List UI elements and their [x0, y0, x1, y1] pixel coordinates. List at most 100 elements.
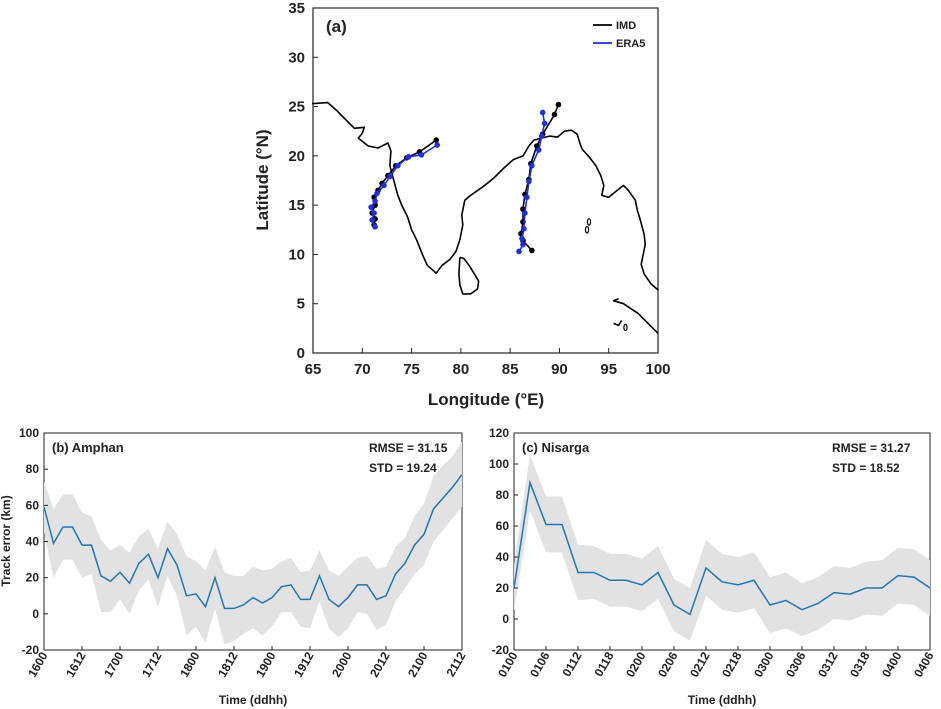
era5-track-point [374, 190, 380, 197]
nisarga-y-tick-label: 0 [502, 612, 509, 626]
nisarga-y-tick-label: 100 [489, 457, 509, 471]
nisarga-rmse-text: RMSE = 31.27 [832, 441, 911, 455]
map-y-tick-label: 30 [288, 49, 305, 66]
amphan-track-error-line [43, 474, 463, 610]
era5-track-point [519, 235, 525, 242]
era5-track-point [372, 224, 378, 230]
amphan-y-tick-label: 20 [26, 571, 40, 585]
amphan-x-tick-label: 1800 [177, 649, 203, 679]
map-x-tick-label: 100 [645, 361, 670, 378]
era5-track-point [394, 162, 401, 169]
nisarga-plot-area [513, 454, 931, 641]
era5-track-point [368, 204, 374, 210]
nisarga-y-tick-label: 80 [496, 488, 510, 502]
map-y-tick-label: 20 [288, 148, 305, 165]
era5-track-point [535, 147, 542, 153]
island-outline [584, 225, 590, 234]
map-y-tick-label: 15 [288, 197, 305, 214]
era5-track-point [418, 152, 425, 158]
cyclone-tracks-group [368, 101, 562, 255]
map-x-tick-label: 90 [551, 361, 568, 378]
amphan-y-tick-label: 60 [26, 498, 40, 512]
coastline-segment [458, 256, 480, 295]
map-x-tick-label: 65 [305, 361, 322, 378]
nisarga-y-tick-label: 40 [496, 550, 510, 564]
amphan-x-tick-label: 1812 [215, 649, 241, 679]
legend-imd-label: IMD [616, 20, 636, 32]
era5-track-point [372, 198, 378, 204]
amphan-y-tick-label: -20 [22, 643, 40, 657]
map-x-tick-label: 95 [600, 361, 617, 378]
era5-track-point [371, 210, 377, 216]
amphan-x-tick-label: 1612 [63, 649, 89, 679]
map-y-axis-label: Latitude (°N) [253, 129, 272, 230]
map-plot-frame [312, 7, 659, 354]
era5-track-point [541, 120, 548, 127]
imd-track-point [433, 137, 440, 143]
nisarga-panel-label: (c) Nisarga [522, 440, 590, 455]
map-y-tick-label: 0 [297, 345, 305, 362]
amphan-plot-area [43, 442, 463, 645]
imd-track-point [529, 247, 535, 254]
era5-track-point [521, 226, 527, 232]
map-y-ticks: 0 5 10 15 20 25 30 35 [288, 0, 318, 362]
amphan-y-tick-label: 40 [26, 535, 40, 549]
nisarga-y-tick-label: 120 [489, 426, 509, 440]
era5-track-point [526, 178, 532, 185]
amphan-x-axis-label: Time (ddhh) [219, 693, 287, 707]
coastline-segment [613, 320, 623, 327]
amphan-x-tick-label: 2012 [367, 649, 393, 679]
coastline-segment [312, 101, 659, 291]
nisarga-x-tick-label: 0406 [911, 649, 937, 679]
era5-track-point [522, 210, 528, 216]
map-x-ticks: 65 70 75 80 85 90 95 100 [305, 348, 671, 378]
coastline-segment [612, 298, 659, 334]
amphan-x-tick-label: 2100 [405, 649, 431, 679]
imd-track-point [551, 111, 558, 118]
era5-track-point [539, 109, 546, 116]
nisarga-x-tick-label: 0306 [783, 649, 809, 679]
amphan-x-tick-label: 2112 [443, 649, 468, 679]
era5-track-point [520, 241, 526, 248]
era5-track-point [405, 154, 412, 160]
nisarga-x-tick-label: 0312 [815, 649, 841, 679]
map-legend: IMD ERA5 [593, 20, 645, 50]
amphan-x-tick-label: 1700 [101, 649, 127, 679]
era5-track-point [387, 173, 393, 180]
era5-track-point [529, 162, 535, 169]
imd-track-point [555, 101, 562, 108]
map-y-tick-label: 10 [288, 246, 305, 263]
map-x-tick-label: 85 [502, 361, 519, 378]
amphan-y-tick-label: 0 [32, 607, 39, 621]
nisarga-y-tick-label: 20 [496, 581, 510, 595]
panel-a-map: 65 70 75 80 85 90 95 100 0 5 10 15 20 25 30 35 (a) IMD… [253, 0, 671, 409]
era5-track-point [369, 217, 375, 223]
nisarga-x-axis-label: Time (ddhh) [688, 693, 756, 707]
amphan-x-tick-label: 1712 [139, 649, 165, 679]
amphan-x-tick-label: 2000 [329, 649, 355, 679]
island-outline [586, 218, 592, 226]
amphan-std-text: STD = 19.24 [369, 461, 437, 475]
nisarga-x-tick-label: 0300 [751, 649, 777, 679]
nisarga-x-tick-label: 0112 [559, 649, 584, 679]
era5-track-point [524, 194, 530, 201]
nisarga-x-tick-label: 0212 [687, 649, 713, 679]
map-panel-label: (a) [326, 17, 347, 36]
nisarga-uncertainty-band [514, 454, 930, 641]
amphan-uncertainty-band [44, 442, 462, 645]
legend-era5-label: ERA5 [616, 38, 645, 50]
map-x-tick-label: 75 [403, 361, 420, 378]
era5-track-point [434, 142, 441, 148]
nisarga-x-tick-label: 0218 [719, 649, 745, 679]
nisarga-x-tick-label: 0206 [655, 649, 681, 679]
nisarga-y-tick-label: 60 [496, 519, 510, 533]
map-x-tick-label: 80 [453, 361, 470, 378]
era5-track-point [516, 248, 522, 255]
era5-track-point [538, 133, 545, 139]
island-outline [623, 323, 628, 332]
nisarga-x-tick-label: 0318 [847, 649, 873, 679]
nisarga-x-tick-label: 0118 [591, 649, 616, 679]
